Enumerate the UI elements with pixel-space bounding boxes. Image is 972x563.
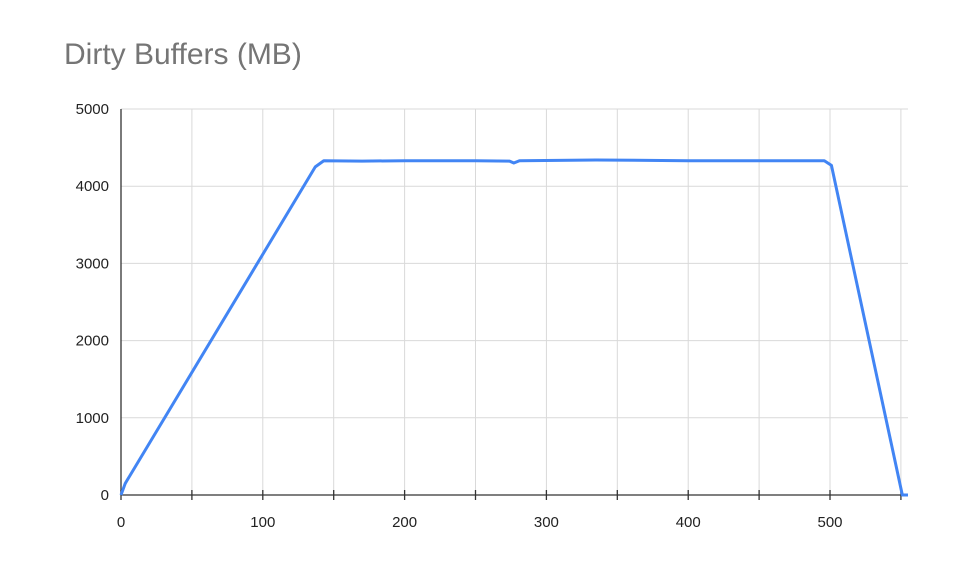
x-tick-label: 100 (250, 514, 275, 531)
x-tick-label: 0 (117, 514, 125, 531)
series-line (119, 158, 908, 497)
x-tick-label: 300 (534, 514, 559, 531)
y-tick-label: 3000 (76, 255, 109, 272)
y-tick-label: 0 (101, 487, 109, 504)
y-tick-label: 1000 (76, 410, 109, 427)
y-tick-label: 2000 (76, 333, 109, 350)
y-tick-label: 4000 (76, 178, 109, 195)
x-tick-label: 200 (392, 514, 417, 531)
x-tick-label: 400 (676, 514, 701, 531)
y-tick-label: 5000 (76, 101, 109, 118)
chart-title: Dirty Buffers (MB) (64, 38, 302, 71)
x-tick-label: 500 (817, 514, 842, 531)
